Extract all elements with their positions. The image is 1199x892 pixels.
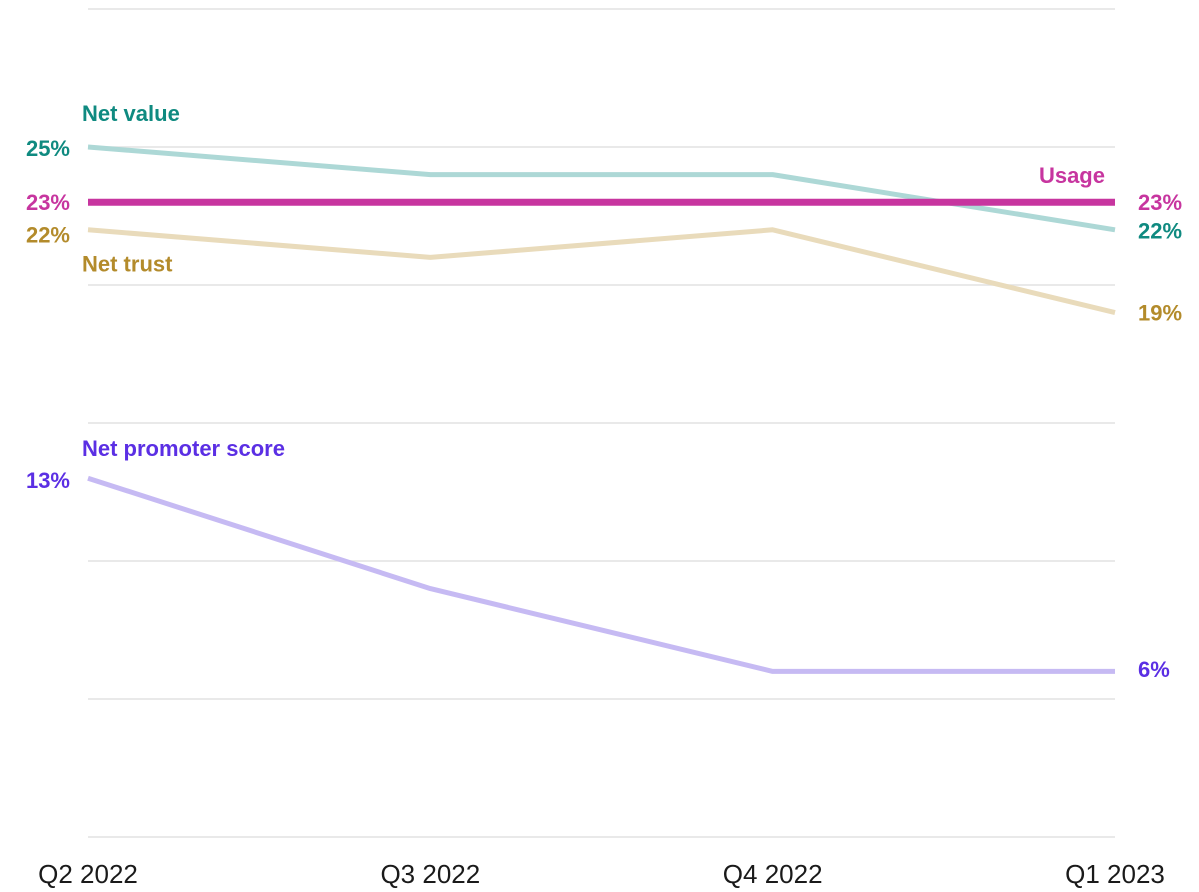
- series-line: [87, 227, 1116, 316]
- x-tick-label: Q3 2022: [380, 859, 480, 889]
- value-label: 23%: [26, 190, 70, 215]
- series-line: [87, 475, 1115, 674]
- series-name: Net promoter score: [82, 436, 285, 461]
- value-label: 6%: [1138, 657, 1170, 682]
- series-name: Usage: [1039, 163, 1105, 188]
- value-label: 22%: [1138, 219, 1182, 244]
- series-name: Net value: [82, 101, 180, 126]
- x-tick-label: Q1 2023: [1065, 859, 1165, 889]
- x-tick-label: Q4 2022: [723, 859, 823, 889]
- series-name: Net trust: [82, 252, 173, 277]
- value-label: 19%: [1138, 300, 1182, 325]
- value-label: 22%: [26, 223, 70, 248]
- value-label: 23%: [1138, 190, 1182, 215]
- x-tick-label: Q2 2022: [38, 859, 138, 889]
- value-label: 25%: [26, 136, 70, 161]
- series-line: [87, 144, 1116, 233]
- value-label: 13%: [26, 468, 70, 493]
